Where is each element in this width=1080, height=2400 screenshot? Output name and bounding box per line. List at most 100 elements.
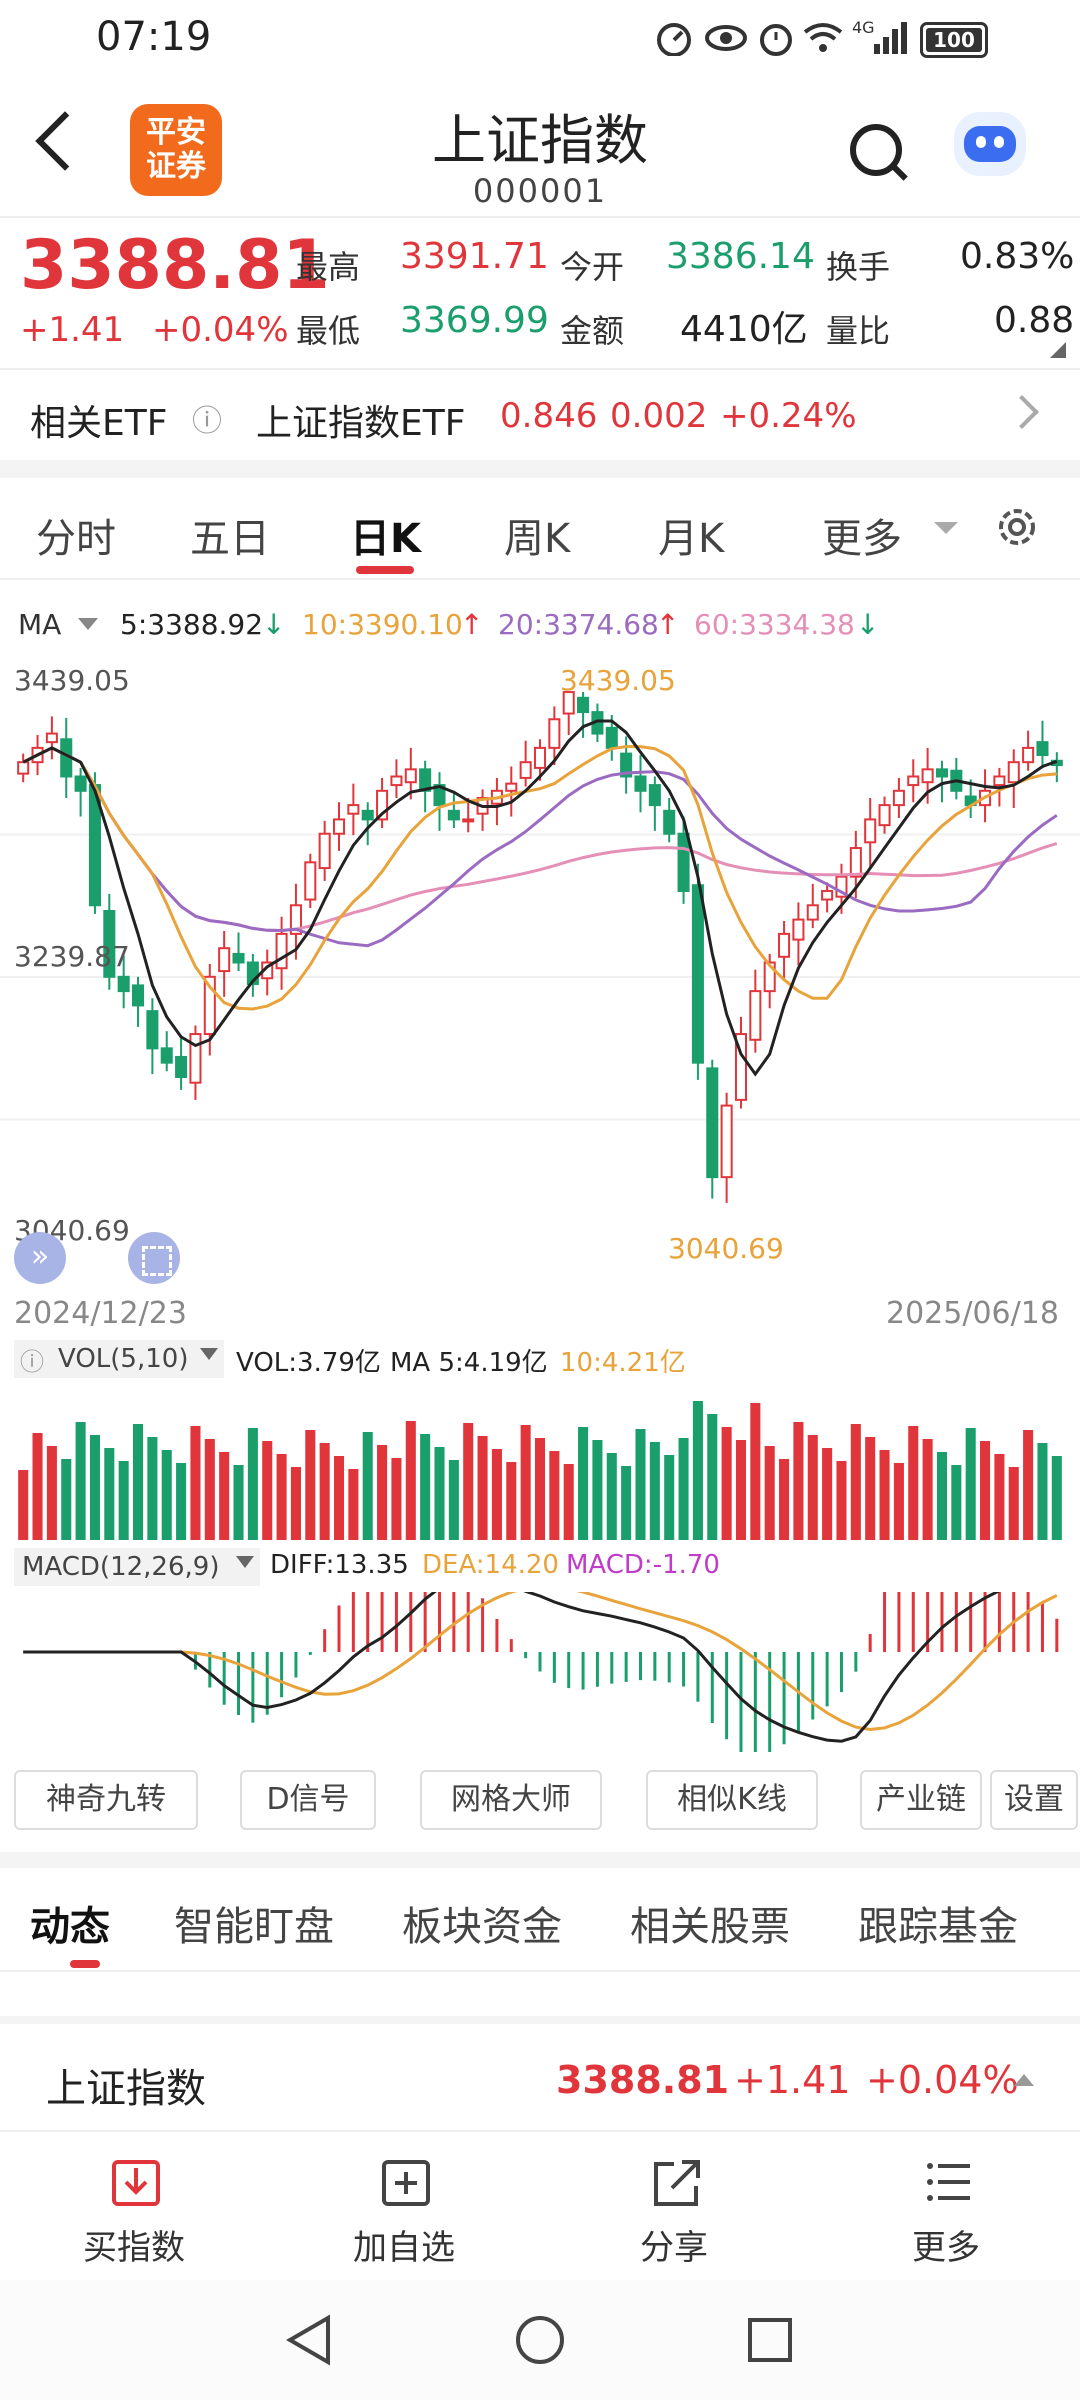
candle [821, 889, 834, 901]
tab-more[interactable]: 更多 [822, 516, 902, 562]
volume-chart [18, 1401, 1062, 1540]
macd-selector[interactable]: MACD(12,26,9) [14, 1548, 260, 1586]
candle [734, 1033, 748, 1101]
tool-similar-k[interactable]: 相似K线 [646, 1770, 818, 1830]
candle [447, 809, 460, 821]
tab-tracking-funds[interactable]: 跟踪基金 [858, 1904, 1018, 1950]
volume-bar [491, 1449, 502, 1540]
volume-bar [764, 1446, 775, 1540]
candle [103, 909, 116, 978]
status-bar: 07:19 4G 100 [0, 0, 1080, 80]
volume-bar [89, 1435, 100, 1540]
search-icon[interactable] [850, 124, 902, 176]
tool-industry-chain[interactable]: 产业链 [860, 1770, 982, 1830]
tool-grid-master[interactable]: 网格大师 [420, 1770, 602, 1830]
tool-d-signal[interactable]: D信号 [240, 1770, 376, 1830]
candle [505, 782, 518, 792]
tab-weekly-k[interactable]: 周K [504, 516, 571, 562]
macd-value: MACD:-1.70 [566, 1550, 720, 1580]
tool-nine-turn[interactable]: 神奇九转 [14, 1770, 198, 1830]
candle [246, 961, 259, 985]
add-watchlist-button[interactable]: 加自选 [304, 2140, 504, 2270]
candle [404, 768, 417, 784]
volume-bar [219, 1452, 230, 1540]
tab-smart-watch[interactable]: 智能盯盘 [174, 1904, 334, 1950]
eye-icon [705, 25, 747, 51]
low-label: 最低 [296, 312, 361, 350]
candle [548, 718, 561, 749]
share-button[interactable]: 分享 [574, 2140, 774, 2270]
bottom-quote-change: +1.41 [734, 2058, 851, 2102]
candle [1022, 746, 1035, 764]
y-tick-high: 3439.05 [14, 664, 130, 697]
tab-timeshare[interactable]: 分时 [36, 516, 116, 562]
volume-bar [118, 1461, 129, 1540]
volume-bar [936, 1452, 947, 1540]
high-label: 最高 [296, 248, 361, 286]
dropdown-icon[interactable] [934, 522, 958, 534]
candle [189, 1033, 202, 1084]
tab-related-stocks[interactable]: 相关股票 [630, 1904, 790, 1950]
volume-bar [578, 1427, 589, 1540]
gear-icon[interactable] [994, 504, 1040, 550]
volume-bar [477, 1436, 488, 1540]
candle [663, 809, 676, 835]
candle [45, 732, 58, 744]
ma10-value: 10:3390.10 [302, 608, 463, 641]
price-change-pct: +0.04% [152, 310, 289, 350]
more-icon [927, 2163, 970, 2201]
volume-bar [735, 1440, 747, 1540]
more-button[interactable]: 更多 [846, 2140, 1046, 2270]
dropdown-icon [236, 1556, 254, 1568]
nav-home-icon[interactable] [514, 2314, 566, 2366]
fullscreen-icon[interactable] [128, 1232, 180, 1284]
volume-bar [893, 1463, 904, 1540]
volume-bar [32, 1433, 43, 1540]
expand-left-icon[interactable]: » [14, 1232, 66, 1284]
volume-bar [420, 1434, 431, 1540]
ma-label[interactable]: MA [18, 608, 62, 641]
related-etf-row[interactable]: 相关ETF ⓘ 上证指数ETF 0.846 0.002 +0.24% [0, 370, 1080, 462]
candle [620, 752, 633, 778]
system-nav-bar [0, 2280, 1080, 2400]
volume-bar [362, 1432, 373, 1540]
tab-monthly-k[interactable]: 月K [658, 516, 725, 562]
tab-daily-k[interactable]: 日K [350, 516, 421, 562]
ma-dropdown-icon[interactable] [78, 618, 98, 630]
vol-ma5: MA 5:4.19亿 [390, 1348, 548, 1378]
volume-bar [592, 1440, 603, 1540]
etf-price: 0.846 [500, 396, 598, 436]
candle [533, 746, 547, 769]
buy-index-button[interactable]: 买指数 [34, 2140, 234, 2270]
candle [318, 832, 331, 870]
vol-selector[interactable]: ⓘ VOL(5,10) [14, 1340, 224, 1378]
nav-back-icon[interactable] [284, 2314, 334, 2366]
volume-bar [865, 1437, 876, 1540]
tab-news[interactable]: 动态 [30, 1904, 110, 1950]
vol-label: VOL(5,10) [58, 1344, 189, 1374]
candle [117, 975, 130, 993]
candle [634, 775, 647, 792]
volume-bar [61, 1459, 72, 1540]
section-gap [0, 2016, 1080, 2024]
expand-corner-icon[interactable] [1050, 342, 1066, 358]
nav-recents-icon[interactable] [746, 2316, 794, 2364]
etf-pct: +0.24% [720, 396, 857, 436]
tab-sector-funds[interactable]: 板块资金 [402, 1904, 562, 1950]
volume-bar [262, 1441, 273, 1540]
volume-bar [678, 1438, 689, 1540]
assistant-robot-icon[interactable] [954, 112, 1026, 176]
candlestick-chart[interactable] [0, 650, 1080, 1330]
low-value: 3369.99 [400, 300, 549, 341]
volume-bar [75, 1422, 86, 1540]
tool-settings[interactable]: 设置 [990, 1770, 1078, 1830]
info-icon[interactable]: ⓘ [192, 404, 222, 439]
alarm-icon [760, 24, 792, 56]
volume-bar [520, 1425, 531, 1540]
candle [577, 696, 590, 714]
amount-label: 金额 [560, 312, 625, 350]
active-tab-indicator [70, 1960, 100, 1968]
bottom-quote-bar[interactable]: 上证指数 3388.81 +1.41 +0.04% [0, 2024, 1080, 2128]
tab-five-day[interactable]: 五日 [190, 516, 270, 562]
share-icon [654, 2160, 700, 2206]
